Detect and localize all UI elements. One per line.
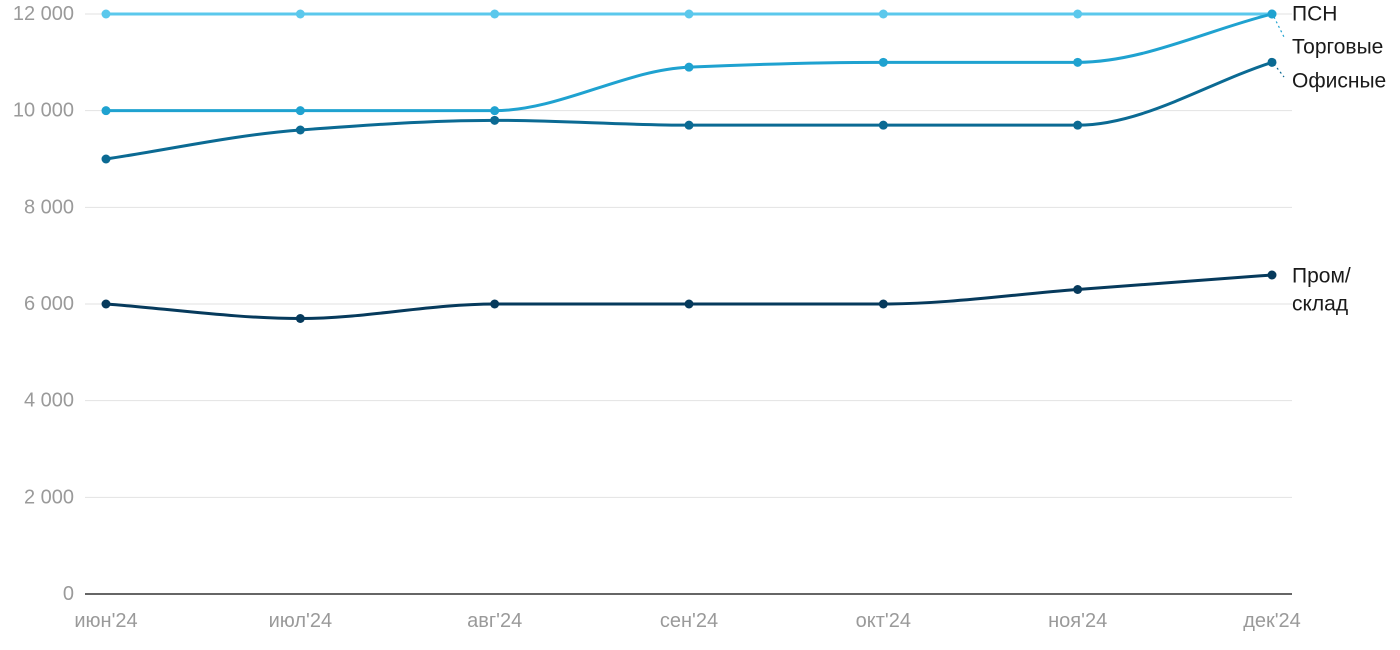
data-point — [1267, 270, 1277, 280]
series-label: Офисные — [1292, 70, 1386, 93]
data-point — [878, 9, 888, 19]
data-point — [878, 57, 888, 67]
series-0 — [101, 9, 1277, 19]
y-tick-label: 8 000 — [24, 196, 74, 218]
data-point — [101, 154, 111, 164]
series-label: Торговые — [1292, 36, 1383, 59]
x-tick-label: ноя'24 — [1048, 610, 1107, 632]
data-point — [490, 299, 500, 309]
data-point — [684, 120, 694, 130]
data-point — [490, 115, 500, 125]
y-tick-label: 0 — [63, 583, 74, 605]
data-point — [1073, 285, 1083, 294]
x-axis-ticks: июн'24 июл'24 авг'24 сен'24 окт'24 ноя'24 дек'… — [74, 610, 1300, 632]
y-tick-label: 4 000 — [24, 390, 74, 412]
y-tick-label: 2 000 — [24, 486, 74, 508]
y-tick-label: 6 000 — [24, 293, 74, 315]
x-tick-label: окт'24 — [856, 610, 911, 632]
data-point — [1073, 120, 1083, 130]
data-point — [295, 125, 305, 135]
label-leader-line — [1273, 63, 1285, 78]
data-point — [1073, 57, 1083, 67]
y-tick-label: 10 000 — [13, 100, 74, 122]
data-point — [878, 299, 888, 309]
series-label: Пром/ — [1292, 265, 1351, 288]
series-label: ПСН — [1292, 3, 1337, 26]
data-point — [684, 9, 694, 19]
x-tick-label: июн'24 — [74, 610, 137, 632]
y-tick-label: 12 000 — [13, 3, 74, 25]
data-point — [295, 106, 305, 116]
data-point — [684, 62, 694, 72]
series-label: склад — [1292, 293, 1348, 316]
x-tick-label: авг'24 — [467, 610, 522, 632]
data-point — [878, 120, 888, 130]
x-tick-label: дек'24 — [1243, 610, 1301, 632]
y-axis-ticks: 0 2 000 4 000 6 000 8 000 10 000 12 000 — [13, 3, 74, 605]
data-point — [684, 299, 694, 309]
series-lines — [101, 9, 1277, 323]
data-point — [101, 106, 111, 116]
x-tick-label: июл'24 — [269, 610, 332, 632]
data-point — [490, 106, 500, 116]
data-point — [1267, 9, 1277, 19]
data-point — [101, 299, 111, 309]
x-tick-label: сен'24 — [660, 610, 718, 632]
series-labels: ПСН Торговые Офисные Пром/склад — [1273, 3, 1386, 316]
data-point — [295, 314, 305, 323]
label-leader-line — [1273, 16, 1285, 38]
series-1 — [101, 9, 1277, 116]
series-2 — [101, 57, 1277, 164]
series-line — [104, 273, 1274, 320]
series-3 — [101, 270, 1277, 323]
series-line — [104, 12, 1274, 113]
data-point — [101, 9, 111, 19]
data-point — [295, 9, 305, 19]
data-point — [1073, 9, 1083, 19]
data-point — [490, 9, 500, 19]
